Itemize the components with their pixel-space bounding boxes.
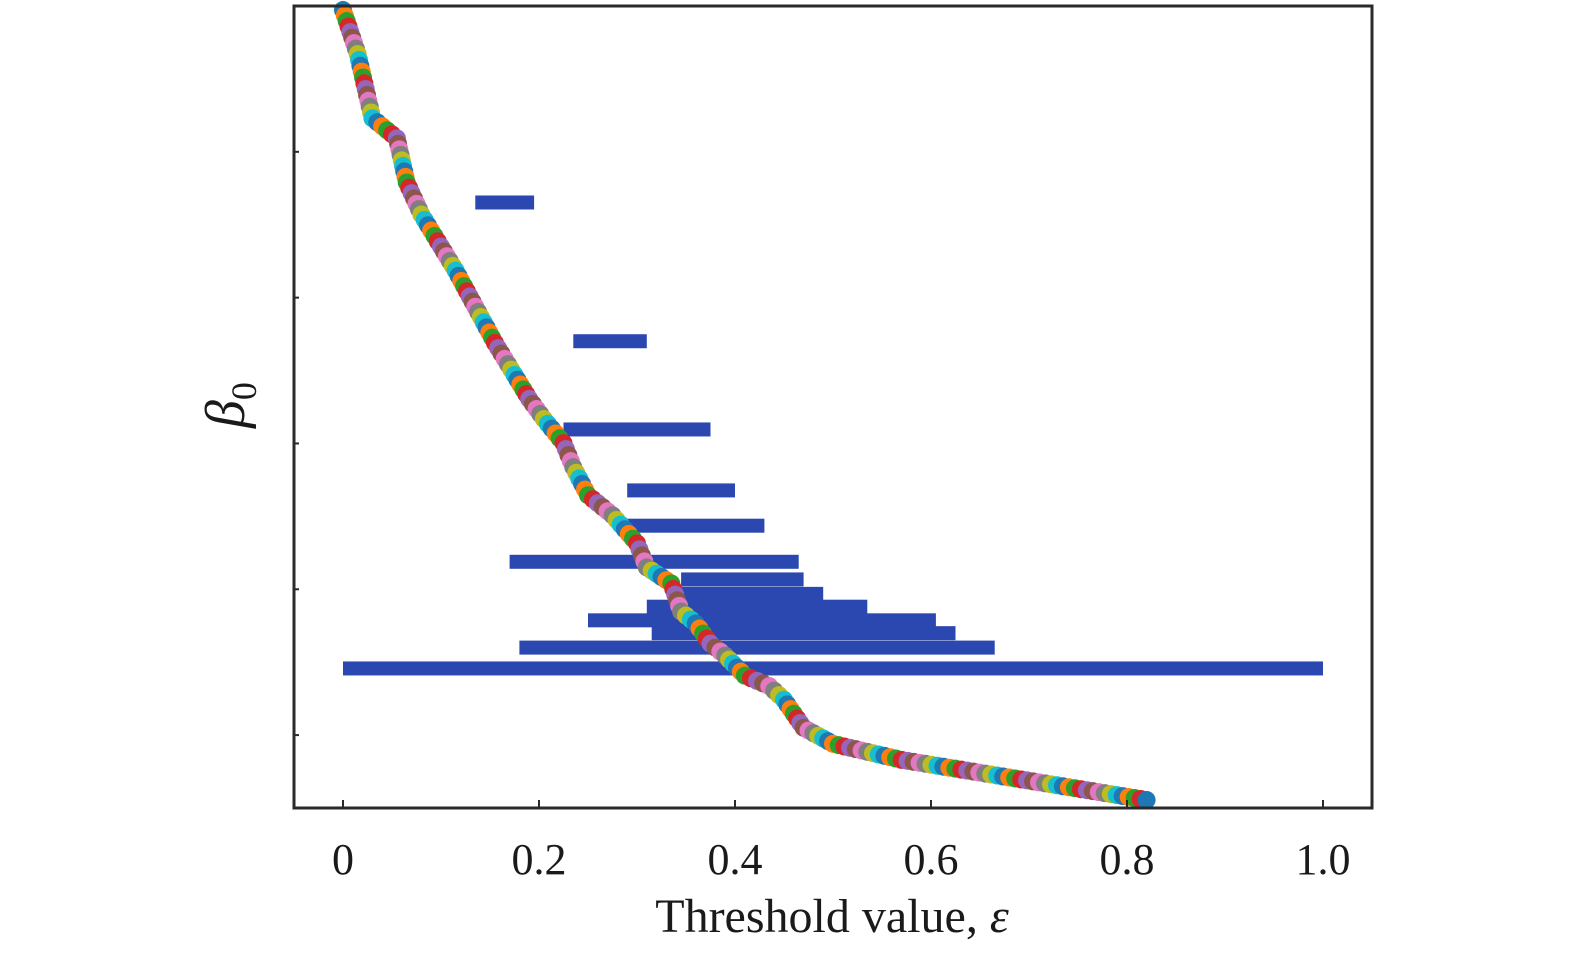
barcode-bar bbox=[588, 613, 936, 628]
x-ticks: 0 0.2 0.4 0.6 0.8 1.0 bbox=[332, 800, 1351, 884]
y-ticks bbox=[294, 150, 299, 737]
barcode-bar bbox=[681, 572, 804, 587]
x-tick-label: 0.4 bbox=[708, 835, 763, 884]
x-tick-label: 1.0 bbox=[1296, 835, 1351, 884]
bars-layer bbox=[343, 195, 1323, 676]
plot-frame bbox=[292, 4, 1374, 810]
barcode-bar bbox=[646, 599, 868, 614]
barcode-bar bbox=[671, 586, 824, 601]
barcode-bar bbox=[622, 518, 765, 533]
barcode-bar bbox=[573, 334, 647, 349]
y-axis-label: β0 bbox=[195, 382, 264, 429]
barcode-bar bbox=[651, 626, 956, 641]
x-tick-label: 0.8 bbox=[1100, 835, 1155, 884]
x-tick-label: 0.6 bbox=[904, 835, 959, 884]
barcode-bar bbox=[519, 640, 995, 655]
points-layer bbox=[334, 1, 1156, 809]
barcode-bar bbox=[627, 483, 735, 498]
barcode-bar bbox=[563, 422, 711, 437]
x-tick-label: 0 bbox=[332, 835, 354, 884]
x-tick-label: 0.2 bbox=[512, 835, 567, 884]
barcode-bar bbox=[475, 195, 535, 210]
x-axis-label: Threshold value, ε bbox=[655, 890, 1009, 943]
barcode-bar bbox=[343, 661, 1323, 676]
barcode-bar bbox=[509, 554, 799, 569]
death-point bbox=[1137, 790, 1156, 809]
